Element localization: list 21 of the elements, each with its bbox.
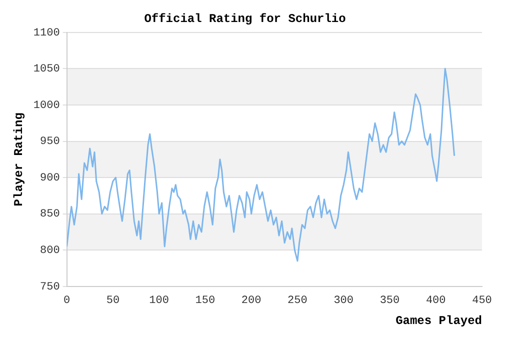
y-tick-label: 850 bbox=[40, 208, 60, 221]
x-tick-label: 50 bbox=[106, 294, 120, 307]
x-tick-label: 250 bbox=[288, 294, 308, 307]
y-tick-label: 800 bbox=[40, 245, 60, 258]
x-tick-label: 400 bbox=[426, 294, 446, 307]
chart-title: Official Rating for Schurlio bbox=[144, 12, 346, 26]
y-tick-label: 950 bbox=[40, 136, 60, 148]
x-tick-label: 450 bbox=[472, 294, 492, 307]
y-tick-label: 900 bbox=[40, 172, 60, 184]
x-tick-label: 350 bbox=[380, 294, 400, 307]
y-tick-label: 750 bbox=[40, 281, 60, 294]
x-tick-label: 300 bbox=[334, 294, 354, 307]
y-tick-label: 1100 bbox=[33, 27, 60, 40]
y-tick-label: 1000 bbox=[33, 100, 60, 112]
x-tick-label: 200 bbox=[241, 294, 262, 307]
y-axis-title: Player Rating bbox=[12, 112, 26, 206]
x-tick-label: 0 bbox=[64, 294, 70, 307]
x-tick-label: 100 bbox=[149, 294, 169, 307]
x-tick-label: 150 bbox=[195, 294, 216, 307]
x-axis-title: Games Played bbox=[396, 314, 482, 328]
y-tick-label: 1050 bbox=[33, 64, 60, 76]
